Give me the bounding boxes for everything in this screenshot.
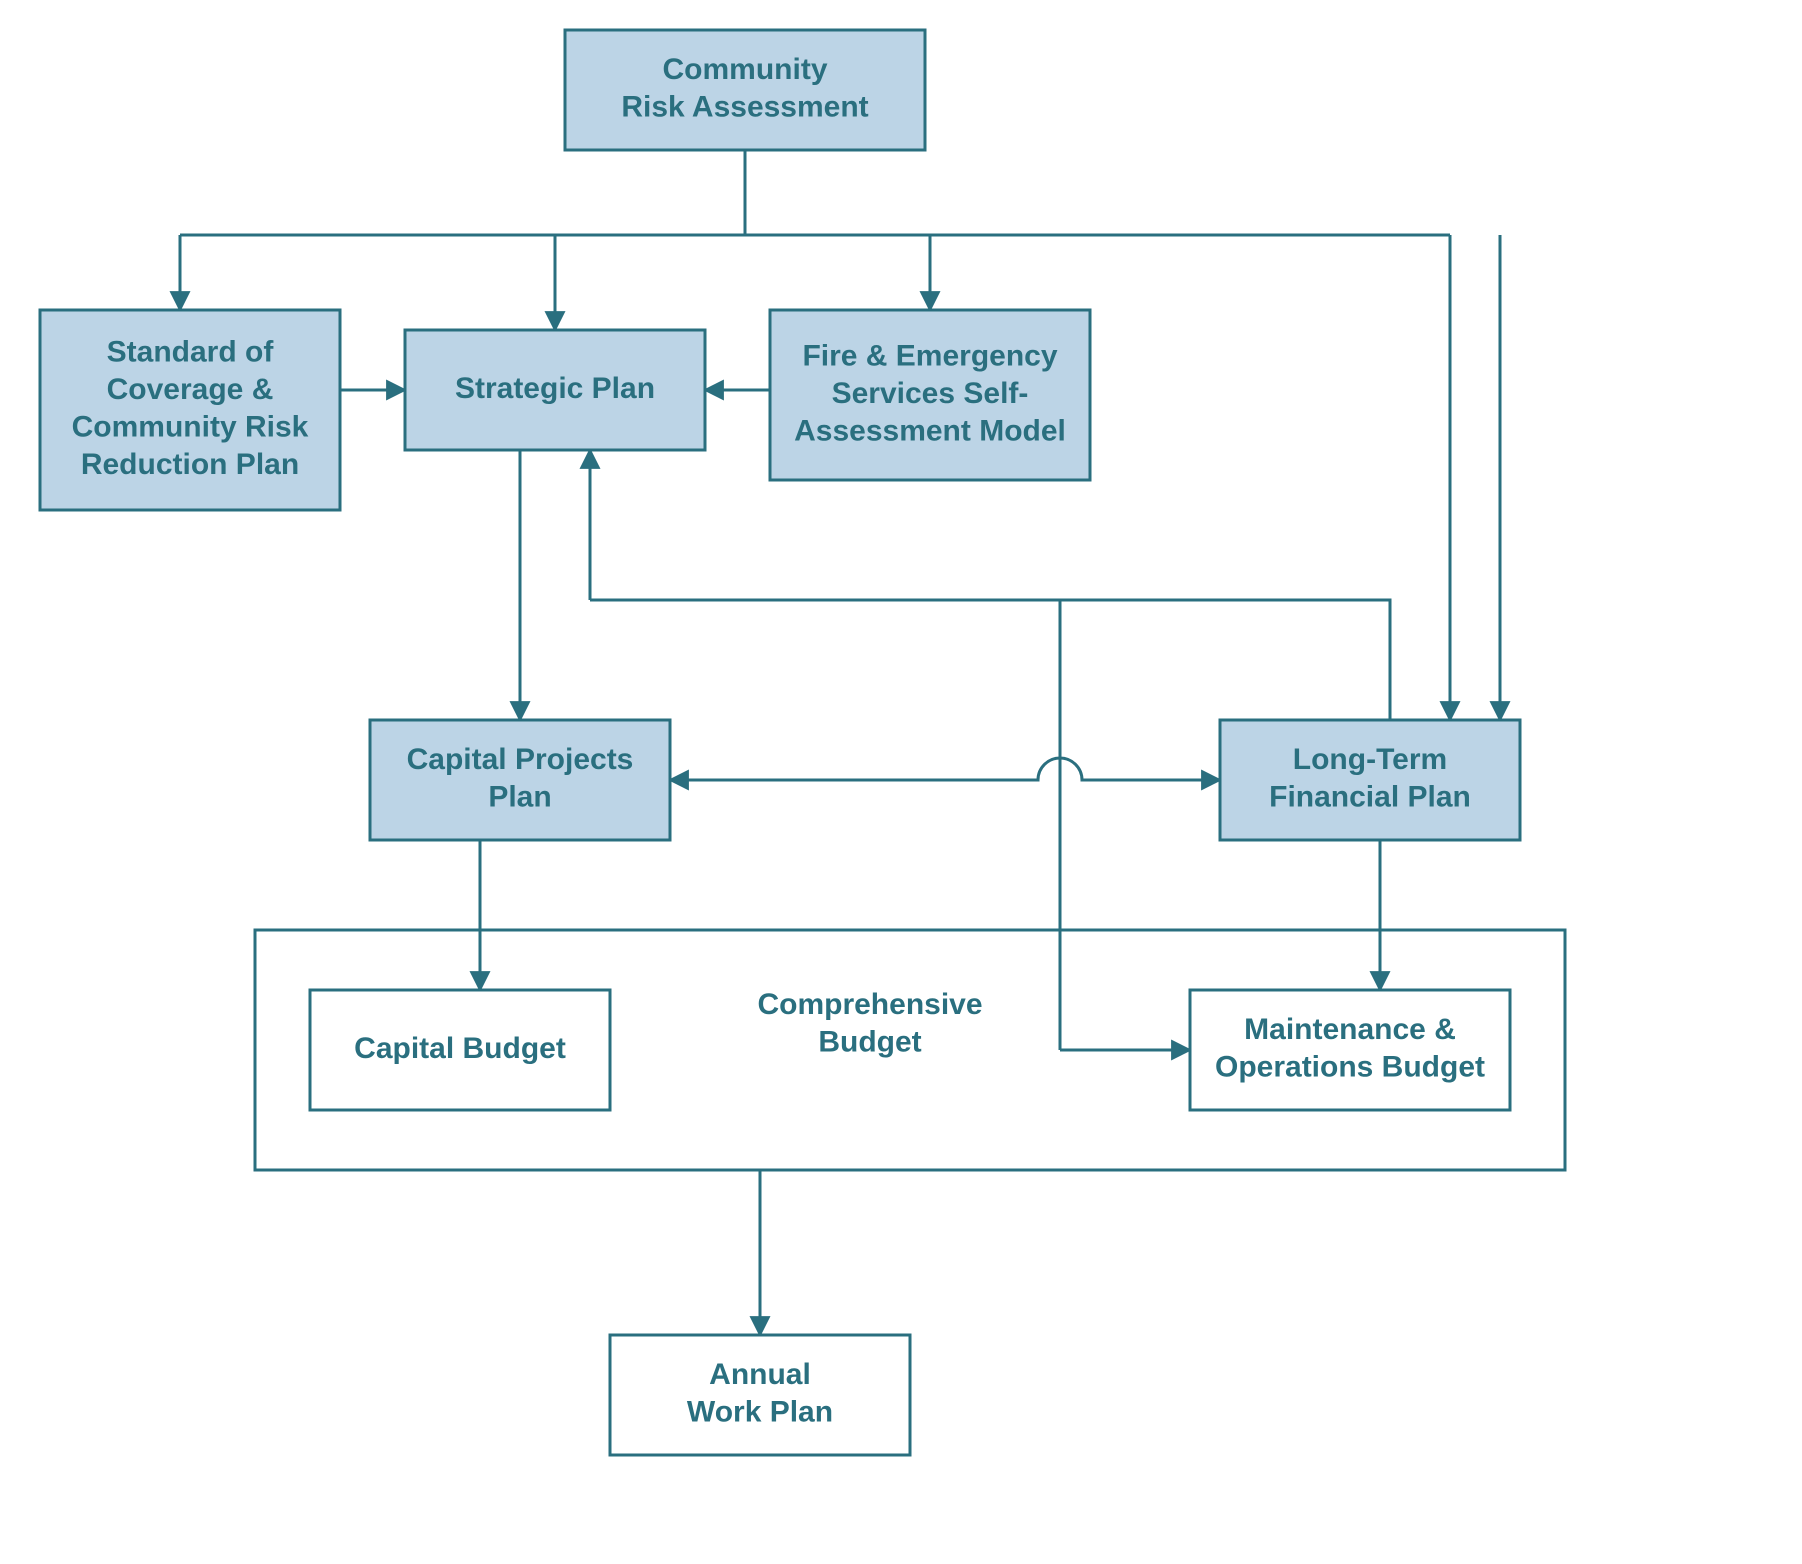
node-ltfp-line1: Financial Plan — [1269, 781, 1471, 814]
node-soc-line0: Standard of — [107, 336, 275, 369]
edge-capproj-ltfp — [670, 758, 1220, 780]
comprehensive-budget-label-line1: Budget — [818, 1026, 921, 1059]
node-ltfp-line0: Long-Term — [1293, 743, 1447, 776]
node-capproj-line1: Plan — [488, 781, 551, 814]
node-strategic-line0: Strategic Plan — [455, 372, 655, 405]
edge-ltfp-to-strat-h — [590, 600, 1390, 720]
node-mobud-line1: Operations Budget — [1215, 1051, 1485, 1084]
node-fesam-line0: Fire & Emergency — [802, 339, 1057, 372]
node-annual-line1: Work Plan — [687, 1396, 833, 1429]
node-soc: Standard of Coverage & Community Risk Reduc… — [40, 310, 340, 510]
comprehensive-budget-label-line0: Comprehensive — [757, 988, 982, 1021]
flowchart: Community Risk Assessment Standard of Cover… — [0, 0, 1802, 1564]
node-capproj: Capital Projects Plan — [370, 720, 670, 840]
node-ltfp: Long-Term Financial Plan — [1220, 720, 1520, 840]
node-fesam-line1: Services Self- — [832, 377, 1029, 410]
node-strategic: Strategic Plan — [405, 330, 705, 450]
node-fesam-line2: Assessment Model — [794, 414, 1066, 447]
node-fesam: Fire & Emergency Services Self- Assessment… — [770, 310, 1090, 480]
node-soc-line3: Reduction Plan — [81, 448, 299, 481]
node-soc-line1: Coverage & — [107, 373, 274, 406]
node-annual: Annual Work Plan — [610, 1335, 910, 1455]
node-capbud-line0: Capital Budget — [354, 1032, 566, 1065]
node-soc-line2: Community Risk — [72, 411, 309, 444]
node-cra-line0: Community — [663, 53, 828, 86]
node-capbud: Capital Budget — [310, 990, 610, 1110]
node-cra: Community Risk Assessment — [565, 30, 925, 150]
node-mobud-line0: Maintenance & — [1244, 1013, 1456, 1046]
node-capproj-line0: Capital Projects — [407, 743, 634, 776]
node-cra-line1: Risk Assessment — [621, 91, 868, 124]
node-mobud: Maintenance & Operations Budget — [1190, 990, 1510, 1110]
node-annual-line0: Annual — [709, 1358, 811, 1391]
